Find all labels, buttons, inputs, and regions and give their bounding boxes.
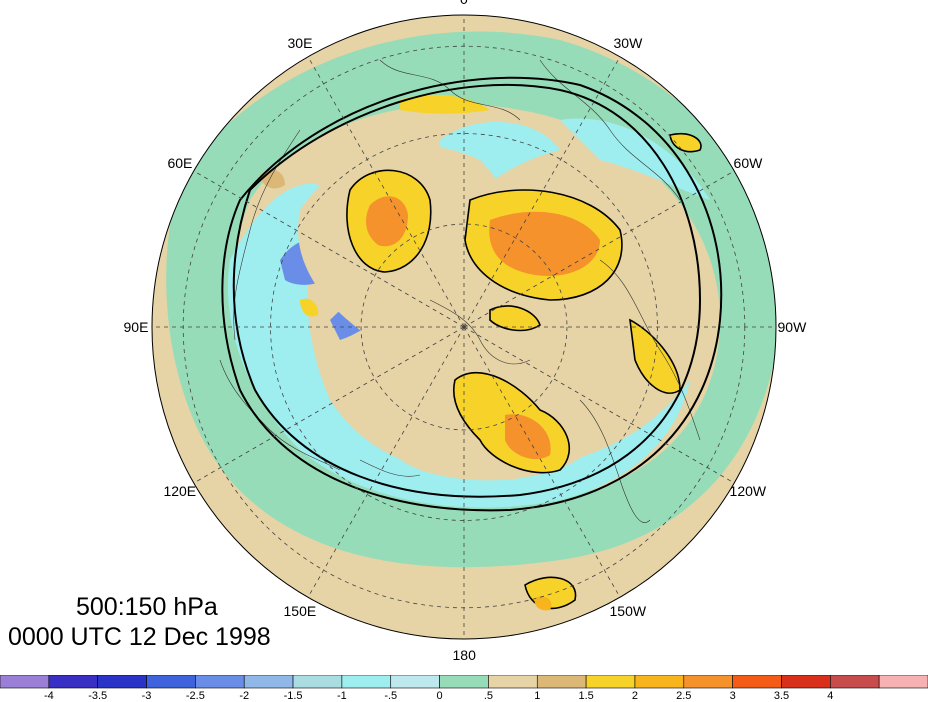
map-border	[151, 14, 777, 640]
colorbar-label: 1.5	[578, 690, 594, 702]
meridian	[193, 170, 465, 328]
meridian	[463, 326, 735, 484]
contour-lines	[221, 76, 723, 512]
contour-fill	[505, 414, 551, 460]
colorbar-swatch	[634, 675, 685, 689]
longitude-label: 180	[452, 647, 476, 663]
colorbar-swatch	[781, 675, 831, 689]
colorbar-label: 3.5	[773, 690, 790, 702]
contour-fill	[300, 298, 319, 317]
coastline	[219, 359, 341, 471]
colorbar-swatch	[390, 675, 440, 689]
colorbar-label: .5	[483, 690, 493, 702]
contour-fill	[366, 196, 408, 247]
contour-fill	[400, 94, 490, 114]
longitude-label: 120E	[163, 483, 197, 499]
colorbar-swatch	[732, 675, 782, 689]
colorbar-swatch	[683, 675, 733, 689]
colorbar-label: 0	[436, 690, 443, 702]
coastline	[429, 299, 531, 365]
meridian	[463, 170, 735, 328]
time-caption: 0000 UTC 12 Dec 1998	[8, 623, 271, 651]
colorbar-swatch	[48, 675, 98, 689]
colorbar-swatch	[195, 675, 245, 689]
contour-fill	[489, 305, 541, 332]
colorbar-label: -.5	[384, 690, 398, 702]
contour-fill	[534, 596, 552, 611]
meridian	[307, 56, 465, 328]
colorbar-swatch	[830, 675, 880, 689]
meridian	[307, 326, 465, 598]
colorbar-label: -3.5	[88, 690, 108, 702]
level-caption: 500:150 hPa	[76, 593, 218, 621]
colorbar-label: 1	[534, 690, 541, 702]
longitude-label: 30W	[613, 34, 643, 51]
graticule	[152, 15, 776, 639]
contour-fill	[669, 132, 702, 153]
colorbar-label: 2	[631, 690, 638, 702]
colorbar-swatch	[97, 675, 147, 689]
colorbar-label: -1.5	[283, 690, 303, 702]
contour-fill	[228, 183, 690, 508]
coastline	[579, 399, 651, 523]
latitude-circle	[360, 223, 568, 431]
longitude-label: 60W	[733, 155, 763, 171]
contour-line	[232, 83, 702, 498]
colorbar-swatch	[146, 675, 196, 689]
longitude-label: 150E	[283, 603, 317, 620]
contour-line	[221, 76, 723, 512]
colorbar-label: 4	[827, 690, 834, 702]
coastline	[539, 59, 681, 201]
colorbar-label: -1	[337, 690, 347, 702]
meridian	[193, 326, 465, 484]
colorbar-swatch	[439, 675, 489, 689]
colorbar-label: -2	[239, 690, 250, 702]
filled-contours	[166, 31, 776, 611]
longitude-label: 150W	[609, 603, 647, 620]
meridian	[463, 326, 621, 598]
longitude-label: 60E	[167, 155, 193, 171]
longitude-label: 90W	[777, 319, 807, 335]
longitude-label: 90E	[123, 319, 149, 335]
longitude-label: 120W	[729, 483, 767, 499]
colorbar-label: -3	[141, 690, 152, 702]
colorbar-swatch	[878, 675, 928, 689]
colorbar-label: 2.5	[676, 690, 692, 702]
colorbar-swatch	[341, 675, 392, 689]
colorbar-swatch	[292, 675, 343, 689]
meridian	[463, 56, 621, 328]
colorbar-swatch	[536, 675, 587, 689]
longitude-label: 30E	[287, 34, 313, 51]
colorbar-swatch	[488, 675, 538, 689]
colorbar-label: -4	[43, 690, 54, 702]
colorbar-label: -2.5	[185, 690, 205, 702]
colorbar-label: 3	[729, 690, 736, 702]
colorbar-swatch	[243, 675, 294, 689]
colorbar-swatch	[0, 675, 50, 689]
contour-fill	[489, 211, 600, 276]
coastline	[359, 459, 421, 477]
colorbar	[0, 675, 928, 689]
colorbar-swatch	[585, 675, 636, 689]
longitude-label: 0	[460, 0, 468, 7]
